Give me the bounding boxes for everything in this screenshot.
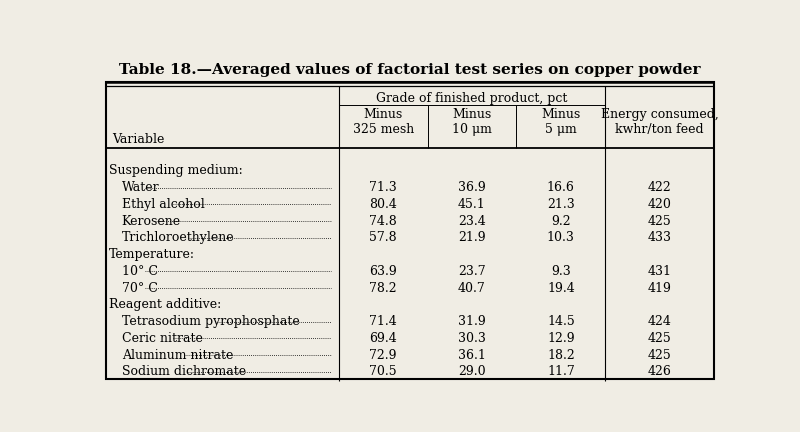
- Text: Temperature:: Temperature:: [110, 248, 195, 261]
- Text: 71.4: 71.4: [370, 315, 397, 328]
- Text: 420: 420: [648, 198, 671, 211]
- Text: 10° C: 10° C: [122, 265, 158, 278]
- Text: 69.4: 69.4: [370, 332, 397, 345]
- Text: 31.9: 31.9: [458, 315, 486, 328]
- Text: 36.1: 36.1: [458, 349, 486, 362]
- Text: 425: 425: [648, 332, 671, 345]
- Text: 424: 424: [648, 315, 671, 328]
- Text: 419: 419: [648, 282, 671, 295]
- Text: Ceric nitrate: Ceric nitrate: [122, 332, 202, 345]
- Text: 57.8: 57.8: [370, 232, 397, 245]
- Text: 80.4: 80.4: [369, 198, 397, 211]
- Text: 426: 426: [648, 365, 671, 378]
- Text: 425: 425: [648, 349, 671, 362]
- Text: Water: Water: [122, 181, 159, 194]
- Text: Grade of finished product, pct: Grade of finished product, pct: [376, 92, 568, 105]
- Text: Minus
5 μm: Minus 5 μm: [542, 108, 581, 136]
- Text: Minus
325 mesh: Minus 325 mesh: [353, 108, 414, 136]
- Text: 11.7: 11.7: [547, 365, 574, 378]
- Text: 36.9: 36.9: [458, 181, 486, 194]
- Text: 433: 433: [647, 232, 671, 245]
- Text: 72.9: 72.9: [370, 349, 397, 362]
- Text: Reagent additive:: Reagent additive:: [110, 299, 222, 311]
- Text: 29.0: 29.0: [458, 365, 486, 378]
- Text: 30.3: 30.3: [458, 332, 486, 345]
- Text: 16.6: 16.6: [547, 181, 575, 194]
- Text: 70.5: 70.5: [370, 365, 397, 378]
- Text: Variable: Variable: [112, 133, 165, 146]
- Text: Minus
10 μm: Minus 10 μm: [452, 108, 492, 136]
- Text: 63.9: 63.9: [370, 265, 397, 278]
- Text: 45.1: 45.1: [458, 198, 486, 211]
- Text: 23.4: 23.4: [458, 215, 486, 228]
- Text: Ethyl alcohol: Ethyl alcohol: [122, 198, 205, 211]
- Text: 431: 431: [647, 265, 671, 278]
- Text: 70° C: 70° C: [122, 282, 158, 295]
- Text: 21.3: 21.3: [547, 198, 574, 211]
- Text: Tetrasodium pyrophosphate: Tetrasodium pyrophosphate: [122, 315, 299, 328]
- Text: 18.2: 18.2: [547, 349, 574, 362]
- Text: 14.5: 14.5: [547, 315, 574, 328]
- Text: 425: 425: [648, 215, 671, 228]
- Text: Suspending medium:: Suspending medium:: [110, 165, 243, 178]
- Text: 19.4: 19.4: [547, 282, 574, 295]
- Text: Sodium dichromate: Sodium dichromate: [122, 365, 246, 378]
- Text: 78.2: 78.2: [370, 282, 397, 295]
- Text: 422: 422: [648, 181, 671, 194]
- Text: 9.2: 9.2: [551, 215, 570, 228]
- Text: Trichloroethylene: Trichloroethylene: [122, 232, 234, 245]
- Text: 21.9: 21.9: [458, 232, 486, 245]
- Text: Kerosene: Kerosene: [122, 215, 181, 228]
- Text: 9.3: 9.3: [551, 265, 570, 278]
- Text: Energy consumed,
kwhr/ton feed: Energy consumed, kwhr/ton feed: [601, 108, 718, 136]
- Text: 23.7: 23.7: [458, 265, 486, 278]
- Text: 74.8: 74.8: [370, 215, 397, 228]
- Text: 40.7: 40.7: [458, 282, 486, 295]
- Text: 71.3: 71.3: [370, 181, 397, 194]
- Text: 10.3: 10.3: [547, 232, 575, 245]
- Text: 12.9: 12.9: [547, 332, 574, 345]
- Text: Aluminum nitrate: Aluminum nitrate: [122, 349, 233, 362]
- Text: Table 18.—Averaged values of factorial test series on copper powder: Table 18.—Averaged values of factorial t…: [119, 64, 701, 77]
